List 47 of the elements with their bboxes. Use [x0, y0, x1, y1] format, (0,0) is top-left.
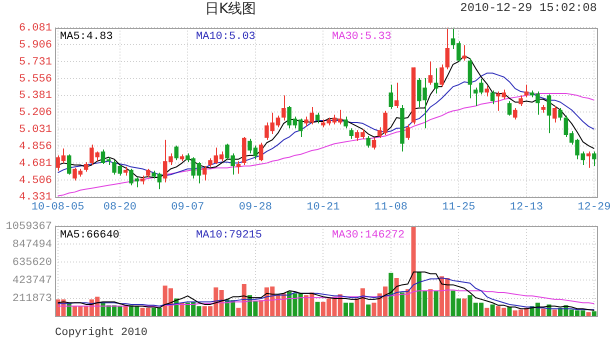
bar	[462, 298, 467, 316]
x-tick-label: 11-08	[374, 201, 408, 214]
bar	[552, 310, 557, 316]
bar	[366, 304, 371, 316]
y-tick-label: 5.731	[18, 56, 52, 68]
y-tick-label: 4.856	[18, 140, 52, 153]
text: MA10:5.03	[196, 31, 256, 44]
text: MA10:79215	[196, 229, 262, 242]
bar	[507, 307, 512, 316]
x-tick-label: 12-13	[510, 201, 543, 214]
y-tick-label: 5.031	[18, 124, 52, 136]
y-tick-label: 5.381	[18, 90, 52, 102]
x-tick-label: 09-28	[238, 201, 272, 214]
y-tick-label: 4.681	[18, 158, 52, 170]
x-tick-label: 09-07	[171, 201, 204, 214]
y-tick-label: 6.081	[18, 22, 52, 35]
x-tick-label: 08-20	[103, 201, 136, 214]
y-tick-label: 211873	[12, 293, 52, 306]
chart-title: 日K线图	[205, 0, 256, 18]
y-tick-label: 5.906	[18, 39, 52, 52]
x-tick-label: 12-29	[578, 201, 611, 214]
x-tick-label: 11-25	[442, 201, 476, 214]
y-tick-label: 5.556	[18, 73, 52, 86]
y-tick-label: 423747	[12, 275, 52, 288]
text: MA5:4.83	[60, 31, 113, 44]
bar	[400, 292, 404, 316]
bar	[490, 304, 495, 316]
bar	[394, 278, 399, 316]
y-tick-label: 847494	[12, 238, 52, 251]
x-tick-label: 10-21	[306, 201, 340, 214]
text: MA30:146272	[332, 229, 405, 242]
bar	[315, 302, 320, 316]
text: MA5:66640	[60, 229, 120, 242]
bar	[586, 312, 591, 316]
text: Copyright 2010	[55, 326, 148, 339]
y-tick-label: 5.206	[18, 107, 52, 120]
bar	[484, 308, 490, 316]
y-tick-label: 635620	[12, 257, 52, 270]
bar	[541, 308, 546, 316]
text: MA30:5.33	[332, 31, 392, 44]
y-tick-label: 4.506	[18, 174, 52, 187]
bar	[388, 272, 394, 316]
y-tick-label: 1059367	[6, 220, 52, 233]
text: 2010-12-29 15:02:08	[460, 1, 597, 15]
x-tick-label: 10-08-05	[31, 201, 84, 214]
bar	[428, 289, 433, 316]
bar	[434, 290, 438, 316]
